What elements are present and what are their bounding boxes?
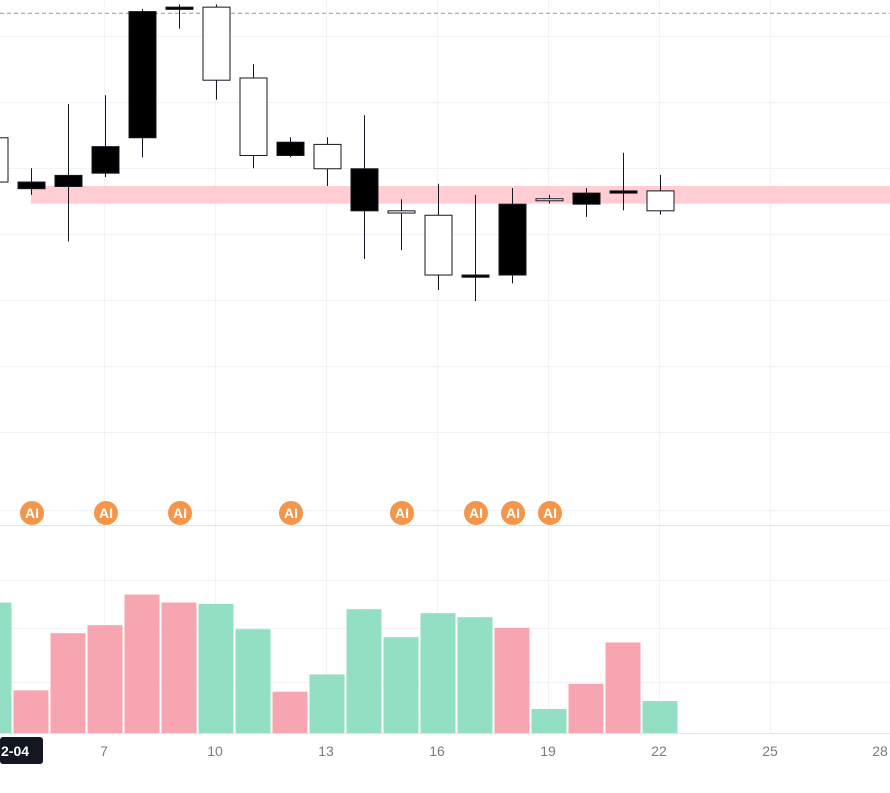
ai-badge-label: AI [506, 505, 520, 521]
candle-body[interactable] [17, 181, 46, 190]
ai-badge-label: AI [99, 505, 113, 521]
ai-badge[interactable]: AI [390, 501, 414, 525]
candle-body[interactable] [0, 137, 9, 183]
volume-bar [50, 633, 86, 733]
resistance-zone-band [31, 185, 890, 204]
candle-body[interactable] [128, 11, 157, 139]
candle-13[interactable] [313, 137, 342, 186]
volume-bar [0, 602, 12, 733]
candle-22[interactable] [646, 174, 675, 215]
candle-body[interactable] [498, 203, 527, 276]
volume-bar [642, 701, 678, 733]
candle-16[interactable] [424, 183, 453, 291]
volume-bar [494, 627, 530, 733]
x-tick-label: 25 [762, 743, 778, 759]
candle-19[interactable] [535, 194, 564, 204]
candle-6[interactable] [54, 104, 83, 242]
ai-badge-circle[interactable] [501, 501, 525, 525]
candle-17[interactable] [461, 194, 490, 302]
candle-body[interactable] [202, 6, 231, 81]
candle-body[interactable] [54, 174, 83, 187]
ai-badge[interactable]: AI [168, 501, 192, 525]
ai-badge-label: AI [173, 505, 187, 521]
resistance-zone [31, 185, 890, 204]
x-tick-label: 28 [872, 743, 888, 759]
candle-14[interactable] [350, 115, 379, 260]
candle-15[interactable] [387, 199, 416, 251]
volume-bar [124, 594, 160, 733]
candle-body[interactable] [350, 168, 379, 212]
x-tick-label: 13 [318, 743, 334, 759]
ai-badge-label: AI [469, 505, 483, 521]
candle-body[interactable] [387, 210, 416, 214]
candle-11[interactable] [239, 64, 268, 169]
candle-10[interactable] [202, 4, 231, 100]
x-tick-label: 7 [100, 743, 108, 759]
candle-18[interactable] [498, 188, 527, 284]
volume-bar [272, 691, 308, 733]
candle-body[interactable] [646, 190, 675, 212]
date-label-box[interactable] [0, 737, 43, 764]
volume-bar [309, 674, 345, 733]
date-label-text: 2-04 [1, 743, 29, 759]
candle-body[interactable] [572, 192, 601, 205]
ai-badge-circle[interactable] [94, 501, 118, 525]
ai-badge[interactable]: AI [20, 501, 44, 525]
candle-body[interactable] [276, 141, 305, 156]
candle-body[interactable] [535, 198, 564, 202]
ai-badge[interactable]: AI [501, 501, 525, 525]
candle-body[interactable] [461, 274, 490, 278]
volume-bar [568, 683, 604, 733]
candles[interactable] [0, 4, 675, 302]
volume-bar [235, 629, 271, 733]
volume-bar [346, 609, 382, 733]
candle-20[interactable] [572, 188, 601, 217]
ai-badge-label: AI [395, 505, 409, 521]
volume-bars [0, 594, 678, 733]
ai-badge-label: AI [25, 505, 39, 521]
volume-bar [161, 602, 197, 733]
x-tick-label: 16 [429, 743, 445, 759]
candle-body[interactable] [239, 77, 268, 156]
ai-badge-label: AI [284, 505, 298, 521]
ai-badge[interactable]: AI [279, 501, 303, 525]
candle-9[interactable] [165, 4, 194, 29]
volume-bar [198, 603, 234, 733]
ai-badge-circle[interactable] [464, 501, 488, 525]
ai-badge-label: AI [543, 505, 557, 521]
volume-bar [87, 625, 123, 733]
candle-4[interactable] [0, 117, 9, 192]
time-axis[interactable]: 7 10 13 16 19 22 25 28 2-04 [0, 733, 890, 765]
volume-bar [605, 642, 641, 733]
candle-7[interactable] [91, 95, 120, 178]
x-tick-label: 19 [540, 743, 556, 759]
candle-body[interactable] [313, 143, 342, 170]
ai-badge[interactable]: AI [94, 501, 118, 525]
volume-bar [420, 613, 456, 733]
candle-21[interactable] [609, 152, 638, 211]
volume-bar [457, 617, 493, 733]
ai-badge-circle[interactable] [279, 501, 303, 525]
volume-bar [13, 690, 49, 733]
candle-body[interactable] [165, 6, 194, 10]
ai-badge[interactable]: AI [538, 501, 562, 525]
candle-body[interactable] [424, 214, 453, 276]
ai-badge-circle[interactable] [168, 501, 192, 525]
ai-badge-circle[interactable] [20, 501, 44, 525]
ai-badge-circle[interactable] [538, 501, 562, 525]
ai-badge[interactable]: AI [464, 501, 488, 525]
x-tick-label: 22 [651, 743, 667, 759]
candle-8[interactable] [128, 8, 157, 158]
candle-12[interactable] [276, 137, 305, 158]
x-tick-label: 10 [207, 743, 223, 759]
candle-5[interactable] [17, 168, 46, 195]
volume-bar [531, 709, 567, 733]
ai-badge-circle[interactable] [390, 501, 414, 525]
ai-badges[interactable]: AI AI AI AI AI AI AI AI [20, 501, 562, 525]
candle-body[interactable] [609, 190, 638, 194]
candle-body[interactable] [91, 146, 120, 174]
volume-bar [383, 637, 419, 733]
